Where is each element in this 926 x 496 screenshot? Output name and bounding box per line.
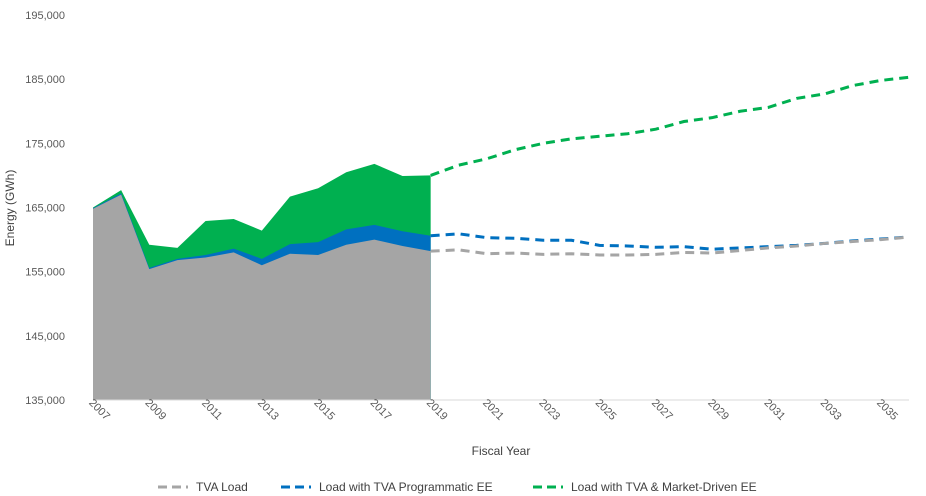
- x-tick-label: 2033: [818, 397, 844, 423]
- y-tick-label: 155,000: [25, 267, 65, 279]
- x-tick-label: 2011: [199, 397, 224, 422]
- x-tick-label: 2023: [536, 397, 562, 423]
- x-tick-label: 2027: [649, 397, 675, 423]
- y-axis: 135,000 145,000 155,000 165,000 175,000 185,0…: [25, 10, 65, 407]
- y-tick-label: 175,000: [25, 138, 65, 150]
- legend-label-tva-load: TVA Load: [196, 480, 248, 494]
- x-axis-title: Fiscal Year: [472, 444, 531, 458]
- line-market-driven-ee-forecast: [430, 75, 910, 177]
- y-axis-title: Energy (GWh): [3, 170, 17, 247]
- y-tick-label: 135,000: [25, 395, 65, 407]
- line-programmatic-ee-forecast: [430, 232, 910, 251]
- y-tick-label: 185,000: [25, 74, 65, 86]
- x-tick-label: 2021: [480, 397, 506, 423]
- legend-label-market-driven-ee: Load with TVA & Market-Driven EE: [571, 480, 757, 494]
- y-tick-label: 145,000: [25, 331, 65, 343]
- plot-area: [93, 163, 431, 400]
- x-axis: 2007 2009 2011 2013 2015 2017 2019 2021 2023 2025…: [86, 397, 900, 423]
- legend-label-programmatic-ee: Load with TVA Programmatic EE: [319, 480, 493, 494]
- line-tva-load-forecast: [430, 235, 910, 257]
- x-tick-label: 2019: [424, 397, 450, 423]
- x-tick-label: 2013: [255, 397, 281, 423]
- x-tick-label: 2035: [874, 397, 900, 423]
- forecast-lines: [430, 75, 910, 257]
- x-tick-label: 2029: [705, 397, 731, 423]
- area-tva-load: [93, 194, 431, 400]
- x-tick-label: 2017: [368, 397, 394, 423]
- y-tick-label: 165,000: [25, 203, 65, 215]
- x-tick-label: 2007: [86, 397, 112, 423]
- y-tick-label: 195,000: [25, 10, 65, 22]
- x-tick-label: 2009: [142, 397, 168, 423]
- legend: TVA Load Load with TVA Programmatic EE L…: [158, 480, 757, 494]
- x-tick-label: 2015: [311, 397, 337, 423]
- x-tick-label: 2031: [762, 397, 788, 423]
- x-tick-label: 2025: [593, 397, 619, 423]
